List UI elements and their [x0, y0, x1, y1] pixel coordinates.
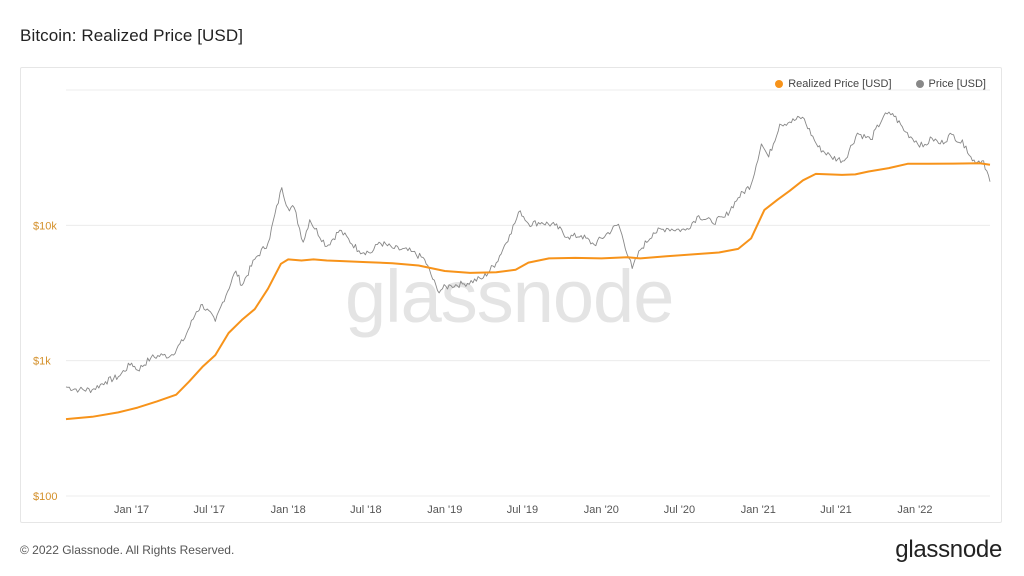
x-tick-label-5: Jul '19: [507, 504, 538, 516]
footer-copyright: © 2022 Glassnode. All Rights Reserved.: [20, 543, 235, 557]
legend-dot-price: [915, 80, 924, 88]
x-tick-label-7: Jul '20: [664, 504, 695, 516]
x-tick-label-0: Jan '17: [114, 504, 149, 516]
x-tick-label-9: Jul '21: [820, 504, 851, 516]
legend-dot-realized-price: [775, 80, 784, 88]
y-tick-label-1: $1k: [33, 356, 51, 368]
y-tick-label-2: $10k: [33, 220, 57, 232]
x-tick-label-3: Jul '18: [350, 504, 381, 516]
series-line-realized-price: [65, 162, 991, 421]
x-tick-label-2: Jan '18: [271, 504, 306, 516]
x-tick-label-8: Jan '21: [741, 504, 776, 516]
legend-item-price[interactable]: Price [USD]: [915, 78, 986, 90]
chart-title: Bitcoin: Realized Price [USD]: [20, 26, 244, 45]
chart-legend[interactable]: Realized Price [USD] Price [USD]: [775, 78, 986, 90]
legend-item-realized-price[interactable]: Realized Price [USD]: [775, 78, 892, 90]
x-tick-label-4: Jan '19: [427, 504, 462, 516]
series-line-price: [65, 111, 991, 394]
legend-label-realized-price: Realized Price [USD]: [788, 78, 892, 90]
footer-logo[interactable]: glassnode: [895, 536, 1002, 563]
legend-label-price: Price [USD]: [928, 78, 986, 90]
y-tick-label-0: $100: [33, 491, 57, 503]
x-tick-label-6: Jan '20: [584, 504, 619, 516]
chart-panel: [20, 67, 1002, 523]
x-tick-label-10: Jan '22: [897, 504, 932, 516]
x-tick-label-1: Jul '17: [194, 504, 225, 516]
